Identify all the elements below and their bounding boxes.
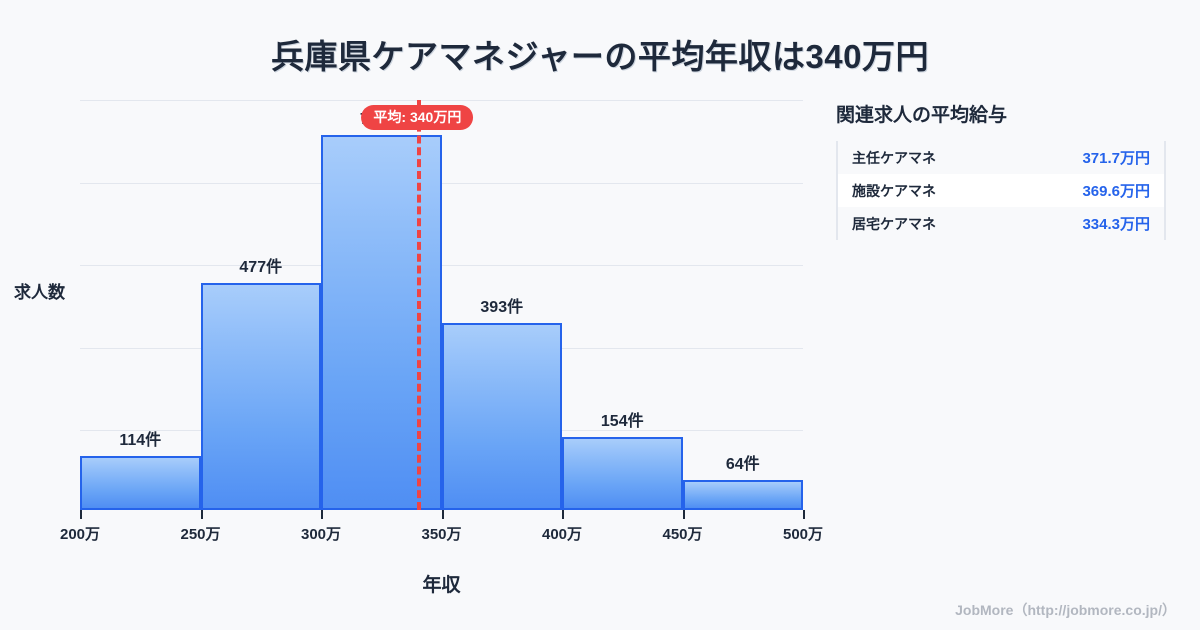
x-axis-tick	[321, 510, 323, 519]
table-row-value: 369.6万円	[1082, 183, 1150, 200]
x-axis-title: 年収	[422, 575, 461, 596]
x-axis-tick-label: 450万	[662, 526, 703, 543]
x-axis-tick	[441, 510, 444, 519]
bar	[321, 135, 442, 510]
bar	[80, 455, 201, 510]
x-axis-tick	[803, 510, 805, 519]
related-salary-table: 主任ケアマネ 371.7万円施設ケアマネ 369.6万円居宅ケアマネ 334.3万円	[836, 141, 1166, 240]
bar-value-label: 114件	[119, 431, 162, 449]
x-axis-tick	[682, 510, 685, 519]
x-axis-tick-label: 300万	[300, 526, 342, 543]
bar-value-label: 393件	[480, 298, 524, 316]
average-badge: 平均: 340万円	[361, 105, 474, 130]
related-salary-title: 関連求人の平均給与	[836, 105, 1008, 126]
bar-value-label: 64件	[725, 455, 760, 473]
table-row-label: 施設ケアマネ	[852, 182, 936, 199]
page-title: 兵庫県ケアマネジャーの平均年収は340万円	[271, 38, 929, 75]
chart-plot-area: 114件477件786件393件154件64件	[80, 100, 803, 510]
bar	[562, 436, 683, 510]
x-axis-tick-label: 250万	[180, 526, 221, 543]
y-axis-title: 求人数	[14, 283, 65, 302]
x-axis-tick-label: 200万	[59, 526, 101, 543]
related-salary-panel: 関連求人の平均給与 主任ケアマネ 371.7万円施設ケアマネ 369.6万円居宅ケア…	[836, 100, 1166, 240]
source-footer: JobMore（http://jobmore.co.jp/）	[955, 602, 1176, 618]
table-row: 主任ケアマネ 371.7万円	[838, 141, 1164, 174]
x-axis-tick-label: 500万	[782, 526, 824, 543]
table-row-label: 主任ケアマネ	[852, 149, 936, 166]
x-axis-tick	[80, 510, 82, 519]
bar-value-label: 154件	[600, 412, 644, 430]
average-line	[417, 100, 422, 510]
table-row-label: 居宅ケアマネ	[852, 215, 936, 232]
bar	[682, 479, 803, 510]
table-row: 居宅ケアマネ 334.3万円	[838, 207, 1164, 240]
bar	[441, 322, 562, 510]
table-row-value: 334.3万円	[1082, 216, 1150, 233]
table-row: 施設ケアマネ 369.6万円	[838, 174, 1164, 207]
bar-series: 114件477件786件393件154件64件	[80, 100, 803, 510]
bar	[200, 282, 321, 510]
x-axis-tick	[200, 510, 203, 519]
x-axis-tick-label: 400万	[541, 526, 583, 543]
x-axis-tick-label: 350万	[421, 526, 462, 543]
table-row-value: 371.7万円	[1082, 150, 1150, 167]
bar-value-label: 477件	[239, 258, 283, 276]
x-axis-tick	[562, 510, 564, 519]
